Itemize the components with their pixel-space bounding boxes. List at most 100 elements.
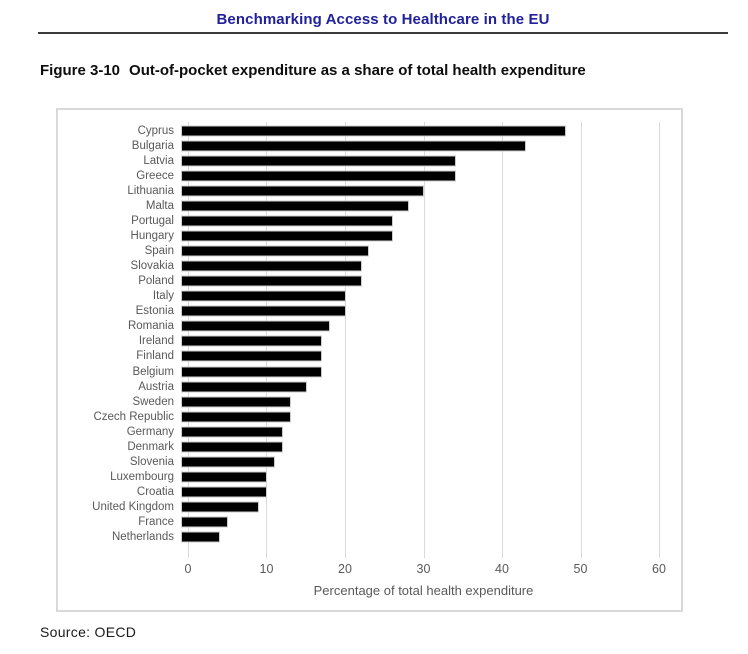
bar-track <box>181 379 652 394</box>
bar-track <box>181 198 652 213</box>
bar-track <box>181 138 652 153</box>
bar-portugal <box>181 215 393 227</box>
category-label: United Kingdom <box>92 501 174 514</box>
category-label: Italy <box>152 290 174 303</box>
bar-track <box>181 500 652 515</box>
bar-ireland <box>181 335 323 347</box>
category-label: Greece <box>136 169 174 182</box>
bar-row: Luxembourg <box>58 469 659 484</box>
bar-track <box>181 168 652 183</box>
bar-cyprus <box>181 125 566 137</box>
bar-row: France <box>58 515 659 530</box>
source-note: Source: OECD <box>40 624 137 640</box>
category-label: Estonia <box>135 305 174 318</box>
bar-row: Croatia <box>58 485 659 500</box>
category-label: Germany <box>126 425 174 438</box>
bar-estonia <box>181 305 346 317</box>
x-tick-label-0: 0 <box>184 562 192 576</box>
bar-denmark <box>181 441 284 453</box>
category-label: Cyprus <box>137 124 174 137</box>
bar-track <box>181 123 652 138</box>
x-tick-label-50: 50 <box>573 562 588 576</box>
category-label: Slovakia <box>130 260 174 273</box>
bar-track <box>181 454 652 469</box>
bar-belgium <box>181 366 323 378</box>
bar-row: Romania <box>58 319 659 334</box>
bar-czech-republic <box>181 411 291 423</box>
category-label: Spain <box>144 245 174 258</box>
bar-row: Slovenia <box>58 454 659 469</box>
bar-track <box>181 439 652 454</box>
bar-row: Spain <box>58 244 659 259</box>
bar-malta <box>181 200 409 212</box>
figure-label: Figure 3-10 <box>40 62 121 79</box>
category-label: Slovenia <box>129 455 174 468</box>
bar-track <box>181 228 652 243</box>
category-label: Netherlands <box>111 531 174 544</box>
bar-track <box>181 394 652 409</box>
bar-row: Austria <box>58 379 659 394</box>
bar-bulgaria <box>181 140 527 152</box>
category-label: Finland <box>136 350 174 363</box>
bar-track <box>181 244 652 259</box>
category-label: Ireland <box>138 335 174 348</box>
figure-title: Out-of-pocket expenditure as a share of … <box>129 62 586 79</box>
bar-row: Malta <box>58 198 659 213</box>
bar-track <box>181 319 652 334</box>
x-tick-label-20: 20 <box>338 562 352 576</box>
bar-track <box>181 153 652 168</box>
bar-track <box>181 213 652 228</box>
bar-slovakia <box>181 260 362 272</box>
bar-track <box>181 183 652 198</box>
bar-slovenia <box>181 456 276 468</box>
category-label: Romania <box>127 320 174 333</box>
bar-track <box>181 259 652 274</box>
page-header-title: Benchmarking Access to Healthcare in the… <box>216 11 550 28</box>
x-axis-label: Percentage of total health expenditure <box>313 583 534 598</box>
category-label: Poland <box>138 275 174 288</box>
bar-track <box>181 349 652 364</box>
bar-row: Greece <box>58 168 659 183</box>
bar-netherlands <box>181 531 221 543</box>
bar-poland <box>181 275 362 287</box>
chart-container: Cyprus Bulgaria Latvia Greece Lithuania Malta… <box>56 108 683 612</box>
x-tick-label-60: 60 <box>652 562 666 576</box>
category-label: Bulgaria <box>131 139 174 152</box>
bar-united-kingdom <box>181 501 260 513</box>
x-axis-tick-labels: 0 10 20 30 40 50 60 <box>184 562 666 578</box>
bar-croatia <box>181 486 268 498</box>
category-label: Luxembourg <box>110 470 174 483</box>
bar-row: Ireland <box>58 334 659 349</box>
category-label: Belgium <box>132 365 174 378</box>
bar-row: Cyprus <box>58 123 659 138</box>
gridline-x-20 <box>344 122 346 558</box>
bar-row: Portugal <box>58 213 659 228</box>
category-label: Croatia <box>136 486 174 499</box>
category-label: Sweden <box>132 395 174 408</box>
gridline-x-60 <box>659 122 660 558</box>
category-label: Austria <box>138 380 174 393</box>
bar-row: Denmark <box>58 439 659 454</box>
bar-row: Poland <box>58 274 659 289</box>
bar-finland <box>181 350 323 362</box>
category-label: Portugal <box>131 214 174 227</box>
bar-row: Hungary <box>58 228 659 243</box>
bar-track <box>181 485 652 500</box>
category-label: Denmark <box>127 440 174 453</box>
bar-row: United Kingdom <box>58 500 659 515</box>
bar-romania <box>181 320 331 332</box>
bar-hungary <box>181 230 393 242</box>
header-rule <box>38 32 728 34</box>
gridline-x-40 <box>501 122 503 558</box>
category-label: Malta <box>145 199 174 212</box>
bar-sweden <box>181 396 291 408</box>
bar-row: Latvia <box>58 153 659 168</box>
bar-row: Germany <box>58 424 659 439</box>
bar-spain <box>181 245 370 257</box>
bar-row: Netherlands <box>58 530 659 545</box>
bar-row: Belgium <box>58 364 659 379</box>
bar-track <box>181 424 652 439</box>
bar-row: Lithuania <box>58 183 659 198</box>
bar-row: Italy <box>58 289 659 304</box>
